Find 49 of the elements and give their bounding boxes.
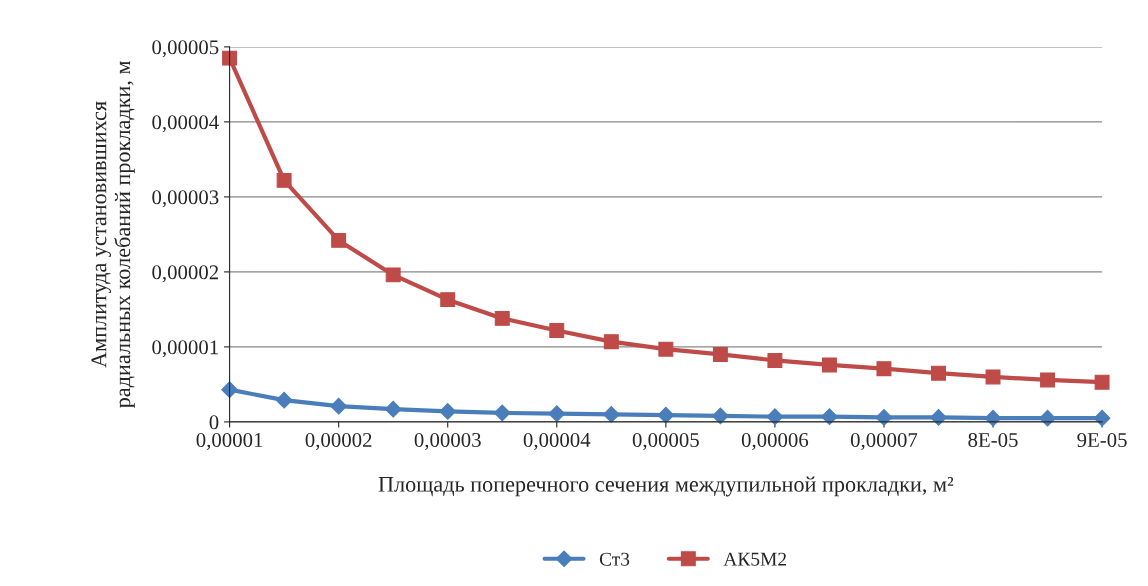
point xyxy=(876,361,892,377)
point xyxy=(657,406,675,424)
y-tick-label: 0,00003 xyxy=(152,190,219,208)
point xyxy=(1093,409,1111,427)
point xyxy=(658,341,674,357)
point xyxy=(439,403,457,420)
y-tick-label: 0 xyxy=(209,415,219,430)
point xyxy=(494,310,510,326)
point xyxy=(384,400,402,418)
point xyxy=(602,406,620,423)
point xyxy=(330,397,348,415)
point xyxy=(548,405,566,423)
x-tick-label: 0,00004 xyxy=(523,432,591,450)
point xyxy=(1094,374,1110,390)
point xyxy=(821,408,838,426)
x-axis-title: Площадь поперечного сечения междупильной прокладки, м² xyxy=(378,476,954,497)
y-tick-label: 0,00004 xyxy=(152,115,219,133)
x-tick-label: 0,00007 xyxy=(850,432,918,450)
point xyxy=(493,404,511,422)
point xyxy=(711,407,729,425)
x-tick-label: 0,00005 xyxy=(632,432,699,450)
x-tick-label: 0,00001 xyxy=(196,432,263,450)
x-tick-label: 9E-05 xyxy=(1077,432,1127,447)
x-tick-label: 8E-05 xyxy=(968,432,1018,447)
y-tick-label: 0,00001 xyxy=(152,340,218,358)
point xyxy=(222,50,238,66)
point xyxy=(331,232,347,248)
y-axis-title: Амплитуда установившихся радиальных колебаний прокладки, м xyxy=(91,61,135,408)
point xyxy=(985,369,1001,385)
y-tick-label: 0,00005 xyxy=(152,40,219,58)
y-tick-label: 0,00002 xyxy=(152,265,219,283)
legend-label: АК5М2 xyxy=(723,552,786,566)
point xyxy=(603,334,619,350)
point xyxy=(821,357,837,373)
point xyxy=(767,352,783,368)
x-tick-label: 0,00002 xyxy=(305,432,372,450)
point xyxy=(549,322,565,338)
point xyxy=(766,408,784,426)
point xyxy=(1040,372,1056,388)
point xyxy=(875,409,893,426)
legend-label: Ст3 xyxy=(599,552,630,566)
point xyxy=(440,292,456,308)
x-tick-label: 0,00006 xyxy=(741,432,809,450)
point xyxy=(712,346,728,362)
point xyxy=(275,391,293,409)
point xyxy=(385,267,401,283)
x-tick-label: 0,00003 xyxy=(414,432,481,450)
point xyxy=(931,365,946,381)
point xyxy=(276,172,292,188)
